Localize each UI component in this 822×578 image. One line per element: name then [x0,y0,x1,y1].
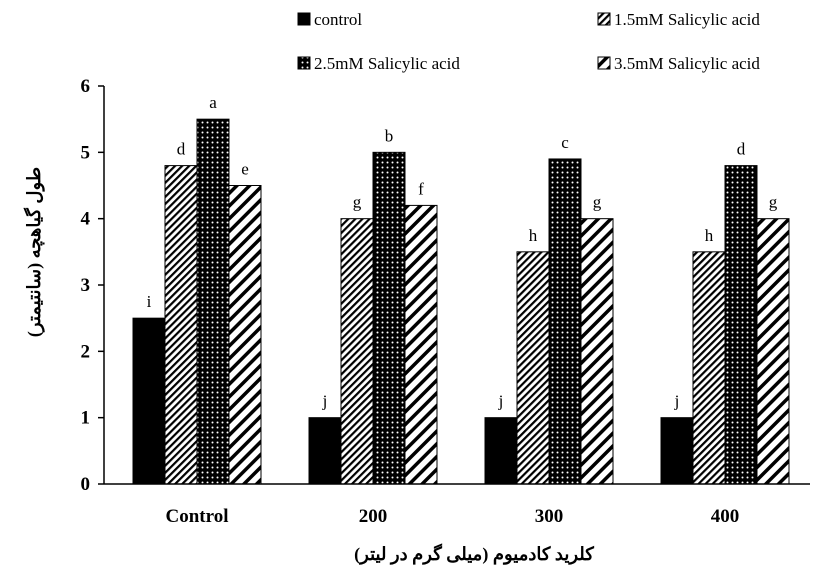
x-tick-label: 200 [359,506,388,527]
significance-label: e [241,160,249,179]
legend-label: 3.5mM Salicylic acid [614,54,760,73]
legend: control 1.5mM Salicylic acid 2.5mM Salicyl… [297,10,760,73]
significance-labels: i j j j d g h h a b c d e f g g [147,93,778,411]
legend-label: 2.5mM Salicylic acid [314,54,460,73]
significance-label: j [322,392,328,411]
bar [308,417,342,485]
y-tick-label: 0 [81,474,91,495]
significance-label: d [737,140,746,159]
significance-label: a [209,93,217,112]
bar [484,417,518,485]
significance-label: d [177,140,186,159]
significance-label: g [769,193,778,212]
x-tick-label: 400 [711,506,740,527]
significance-label: f [418,179,424,198]
bar [756,218,790,485]
y-axis-title: طول گیاهچه (سانتیمتر) [23,167,45,337]
significance-label: h [705,226,714,245]
legend-swatch [597,12,611,26]
y-axis: 0 1 2 3 4 5 6 [81,76,105,495]
bar [196,118,230,485]
significance-label: j [674,392,680,411]
bar [372,151,406,485]
x-axis-title: کلرید کادمیوم (میلی گرم در لیتر) [354,543,594,565]
legend-label: 1.5mM Salicylic acid [614,10,760,29]
bar [580,218,614,485]
bar [660,417,694,485]
bar [548,158,582,485]
bar [724,165,758,485]
bar [228,185,262,485]
y-tick-label: 6 [81,76,91,97]
significance-label: b [385,126,394,145]
significance-label: g [353,193,362,212]
legend-label: control [314,10,362,29]
bar [692,251,726,485]
significance-label: i [147,292,152,311]
y-tick-label: 4 [81,209,91,230]
x-tick-label: 300 [535,506,564,527]
bars [132,118,790,485]
y-tick-label: 2 [81,341,91,362]
y-tick-label: 1 [81,408,91,429]
significance-label: j [498,392,504,411]
significance-label: h [529,226,538,245]
bar [404,204,438,485]
x-tick-label: Control [166,506,229,527]
legend-swatch [297,56,311,70]
bar [516,251,550,485]
legend-swatch [597,56,611,70]
legend-swatch [297,12,311,26]
bar [132,317,166,485]
significance-label: g [593,193,602,212]
y-tick-label: 3 [81,275,91,296]
bar [340,218,374,485]
y-tick-label: 5 [81,142,91,163]
bar [164,165,198,485]
x-axis: Control 200 300 400 [104,483,810,527]
significance-label: c [561,133,569,152]
